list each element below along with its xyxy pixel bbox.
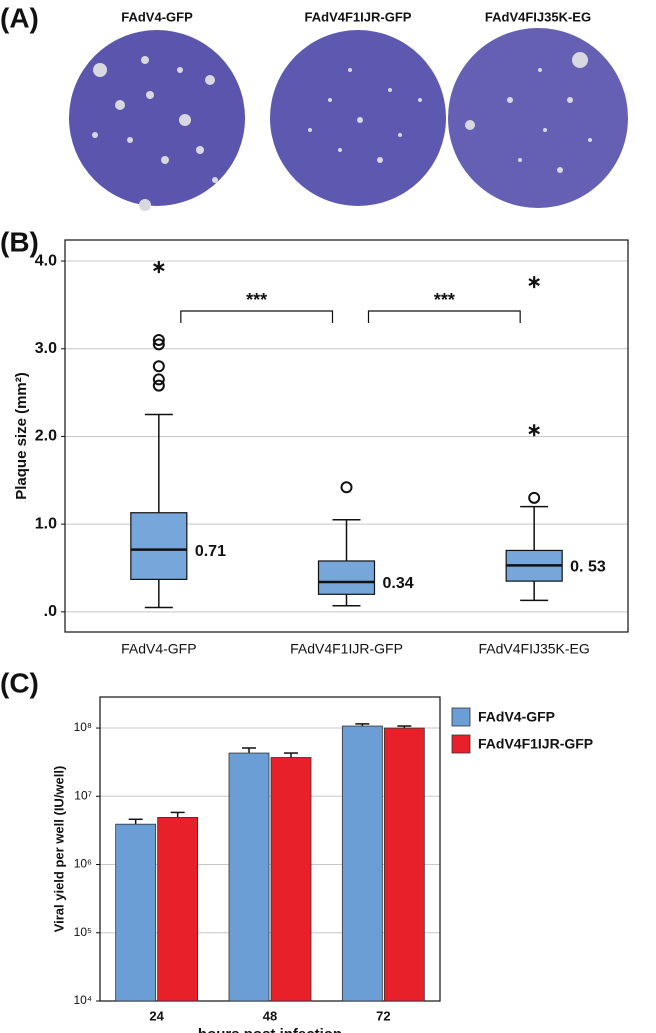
extreme bbox=[528, 276, 540, 289]
extreme bbox=[528, 424, 540, 437]
y-tick-label: 4.0 bbox=[35, 252, 57, 269]
median-label: 0.71 bbox=[195, 543, 226, 560]
y-tick-label: 10⁴ bbox=[73, 993, 92, 1007]
x-tick-label: 72 bbox=[376, 1008, 390, 1023]
bar bbox=[157, 817, 199, 1002]
bracket bbox=[367, 310, 521, 323]
extreme bbox=[153, 261, 165, 274]
panel-label: (B) bbox=[0, 226, 39, 257]
plot-frame bbox=[99, 696, 441, 1002]
x-tick-label: FAdV4F1IJR-GFP bbox=[290, 641, 403, 657]
x-tick-label: FAdV4-GFP bbox=[121, 641, 196, 657]
y-tick-label: 10⁵ bbox=[74, 925, 92, 939]
significance: *** bbox=[246, 290, 267, 310]
significance: *** bbox=[434, 290, 455, 310]
bar bbox=[383, 727, 425, 1002]
outlier bbox=[152, 338, 165, 351]
y-axis-label: Viral yield per well (IU/well) bbox=[51, 766, 66, 933]
box bbox=[317, 560, 376, 595]
bracket bbox=[180, 310, 334, 323]
x-tick-label: FAdV4FIJ35K-EG bbox=[479, 641, 590, 657]
plate-label: FAdV4FIJ35K-EG bbox=[485, 9, 591, 24]
box bbox=[130, 512, 188, 580]
plates bbox=[69, 28, 628, 211]
plaques bbox=[92, 52, 592, 211]
y-tick-label: 10⁷ bbox=[74, 788, 92, 802]
y-axis-label: Plaque size (mm²) bbox=[13, 372, 30, 500]
outlier bbox=[152, 373, 165, 386]
bar bbox=[115, 823, 157, 1002]
y-tick-label: .0 bbox=[44, 603, 57, 620]
legend-swatch bbox=[451, 707, 471, 727]
outlier bbox=[528, 491, 541, 504]
bar bbox=[341, 725, 383, 1002]
legend-swatch bbox=[451, 734, 471, 754]
x-tick-label: 48 bbox=[263, 1008, 277, 1023]
bar bbox=[270, 757, 312, 1002]
panel-label: (C) bbox=[0, 667, 39, 698]
y-tick-label: 3.0 bbox=[35, 340, 57, 357]
outlier bbox=[152, 379, 165, 392]
panel-label: (A) bbox=[0, 2, 39, 33]
bar bbox=[228, 752, 270, 1002]
plate-label: FAdV4-GFP bbox=[121, 9, 193, 24]
outlier bbox=[152, 333, 165, 346]
y-tick-label: 2.0 bbox=[35, 428, 57, 445]
median-label: 0. 53 bbox=[570, 559, 606, 576]
legend-label: FAdV4F1IJR-GFP bbox=[478, 736, 593, 752]
y-tick-label: 10⁶ bbox=[74, 857, 92, 871]
y-tick-label: 10⁸ bbox=[74, 720, 92, 734]
outlier bbox=[152, 360, 165, 373]
median-label: 0.34 bbox=[383, 575, 414, 592]
outlier bbox=[340, 481, 353, 494]
x-axis-label: hours post infection bbox=[198, 1026, 342, 1033]
y-tick-label: 1.0 bbox=[35, 515, 57, 532]
plate bbox=[69, 30, 245, 206]
x-tick-label: 24 bbox=[149, 1008, 164, 1023]
plate bbox=[448, 28, 628, 208]
plate-label: FAdV4F1IJR-GFP bbox=[305, 9, 412, 24]
legend-label: FAdV4-GFP bbox=[478, 709, 555, 725]
